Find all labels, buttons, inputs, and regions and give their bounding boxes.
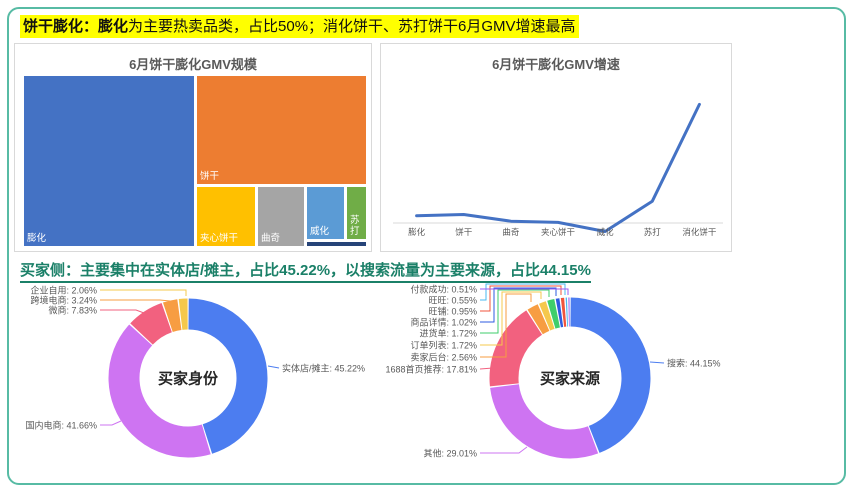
donut2-label-9: 旺旺: 0.55% (428, 295, 477, 306)
donut2-label-5: 订单列表: 1.72% (410, 340, 477, 351)
donut2-label-3: 1688首页推荐: 17.81% (385, 364, 477, 375)
donut1-leader-line-4 (100, 299, 171, 302)
gmv-treemap: 膨化 饼干夹心饼干 曲奇 威化 苏打 (24, 76, 366, 246)
donut-center-buyer-identity: 买家身份 (157, 370, 219, 388)
x-axis-label: 苏打 (644, 227, 662, 237)
donut2-leader-line-10 (480, 288, 569, 295)
donut2-label-10: 付款成功: 0.51% (410, 284, 477, 295)
treemap-tile-3: 夹心饼干 (197, 187, 255, 246)
gmv-growth-series-line (415, 102, 701, 233)
line-chart-card: 6月饼干膨化GMV增速 膨化 饼干 曲奇 夹心饼干 威化 苏打 消化饼干 (380, 43, 732, 252)
donut1-label-1: 实体店/摊主: 45.22% (282, 363, 366, 374)
headline-category-rest: 为主要热卖品类，占比50%；消化饼干、苏打饼干6月GMV增速最高 (128, 18, 576, 35)
donut1-label-4: 跨境电商: 3.24% (30, 295, 97, 306)
x-axis-label: 饼干 (455, 227, 473, 237)
donut1-leader-line-2 (100, 420, 122, 426)
donut1-leader-line-5 (100, 289, 187, 296)
donut-center-buyer-source: 买家来源 (539, 370, 601, 388)
treemap-tile-2: 饼干 (197, 76, 366, 184)
treemap-tile-6: 苏打 (347, 187, 366, 239)
x-axis-label: 消化饼干 (682, 227, 717, 237)
donut2-leader-line-5 (480, 291, 542, 346)
donut2-leader-line-3 (479, 367, 494, 370)
donut2-label-4: 卖家后台: 2.56% (410, 352, 477, 363)
gmv-growth-line-chart: 膨化 饼干 曲奇 夹心饼干 威化 苏打 消化饼干 (393, 102, 723, 237)
donut1-leader-line-1 (267, 365, 280, 369)
treemap-tile-7 (307, 242, 366, 246)
donut2-leader-line-2 (480, 446, 528, 454)
line-chart-title: 6月饼干膨化GMV增速 (492, 57, 620, 72)
treemap-tile-label: 威化 (310, 226, 330, 237)
donut2-leader-line-8 (480, 285, 562, 312)
headline-category: 饼干膨化：膨化为主要热卖品类，占比50%；消化饼干、苏打饼干6月GMV增速最高 (20, 15, 579, 38)
donut2-label-2: 其他: 29.01% (423, 448, 477, 459)
headline-buyers: 买家侧：主要集中在实体店/摊主，占比45.22%，以搜索流量为主要来源，占比44… (20, 259, 591, 283)
x-axis-label: 夹心饼干 (541, 227, 576, 237)
donut2-leader-line-9 (480, 283, 566, 301)
treemap-tile-5: 威化 (307, 187, 344, 239)
treemap-tile-label: 夹心饼干 (200, 233, 239, 244)
donut2-label-8: 旺铺: 0.95% (428, 306, 477, 317)
treemap-tile-label: 饼干 (200, 171, 220, 182)
x-axis-label: 威化 (597, 227, 615, 237)
treemap-tile-4: 曲奇 (258, 187, 304, 246)
treemap-tile-label: 膨化 (27, 233, 47, 244)
donut2-leader-line-4 (480, 293, 532, 358)
donut2-leader-line-1 (649, 361, 665, 364)
treemap-title: 6月饼干膨化GMV规模 (129, 57, 257, 72)
donut1-label-3: 微商: 7.83% (48, 305, 97, 316)
x-axis-label: 膨化 (408, 227, 426, 237)
headline-category-lead: 饼干膨化：膨化 (23, 18, 129, 35)
donut2-label-1: 搜索: 44.15% (667, 358, 721, 369)
donut2-leader-line-7 (480, 287, 557, 323)
treemap-tile-1: 膨化 (24, 76, 194, 246)
treemap-tile-label: 曲奇 (261, 233, 281, 244)
treemap-card: 6月饼干膨化GMV规模 膨化 饼干夹心饼干 曲奇 威化 苏打 (14, 43, 372, 252)
donut2-label-6: 进货单: 1.72% (419, 328, 477, 339)
donut2-label-7: 商品详情: 1.02% (410, 317, 477, 328)
donut1-leader-line-3 (100, 309, 145, 314)
treemap-tile-label: 苏打 (350, 215, 360, 237)
donut1-label-5: 企业自用: 2.06% (30, 285, 97, 296)
donut1-label-2: 国内电商: 41.66% (25, 420, 97, 431)
donut2-leader-line-6 (480, 289, 550, 334)
x-axis-label: 曲奇 (502, 227, 520, 237)
